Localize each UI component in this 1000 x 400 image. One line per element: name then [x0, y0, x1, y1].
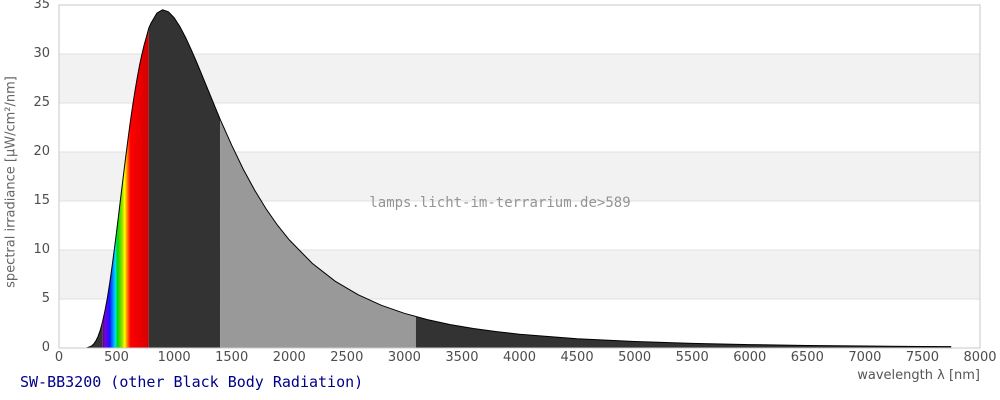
x-tick-label: 6500 — [790, 350, 824, 365]
y-tick-label: 0 — [41, 340, 50, 355]
x-tick-label: 4000 — [502, 350, 537, 365]
x-tick-label: 2500 — [330, 350, 364, 365]
x-axis-title: wavelength λ [nm] — [857, 368, 980, 383]
x-tick-label: 2000 — [272, 350, 306, 365]
y-tick-label: 20 — [33, 144, 50, 159]
x-tick-label: 3000 — [387, 350, 421, 365]
y-tick-label: 35 — [33, 0, 50, 12]
x-tick-label: 6000 — [733, 350, 767, 365]
x-tick-label: 5500 — [675, 350, 709, 365]
grid-stripe — [59, 54, 980, 103]
y-tick-label: 25 — [33, 95, 50, 110]
x-tick-label: 8000 — [963, 350, 997, 365]
x-tick-label: 500 — [104, 350, 129, 365]
y-tick-label: 5 — [41, 291, 50, 306]
y-tick-label: 15 — [33, 193, 50, 208]
plot-border — [58, 4, 981, 349]
x-tick-label: 1500 — [215, 350, 249, 365]
y-tick-label: 30 — [33, 46, 50, 61]
x-tick-label: 4500 — [560, 350, 594, 365]
y-tick-label: 10 — [33, 242, 50, 257]
x-tick-label: 7500 — [905, 350, 939, 365]
y-axis-title: spectral irradiance [µW/cm²/nm] — [3, 76, 19, 288]
spectral-curve — [86, 9, 952, 349]
x-tick-label: 7000 — [848, 350, 882, 365]
x-tick-label: 3500 — [445, 350, 479, 365]
watermark: lamps.licht-im-terrarium.de>589 — [369, 195, 631, 211]
lamp-title: SW-BB3200 (other Black Body Radiation) — [20, 373, 364, 391]
x-tick-label: 1000 — [157, 350, 191, 365]
x-tick-label: 5000 — [618, 350, 652, 365]
x-tick-label: 0 — [54, 350, 64, 365]
